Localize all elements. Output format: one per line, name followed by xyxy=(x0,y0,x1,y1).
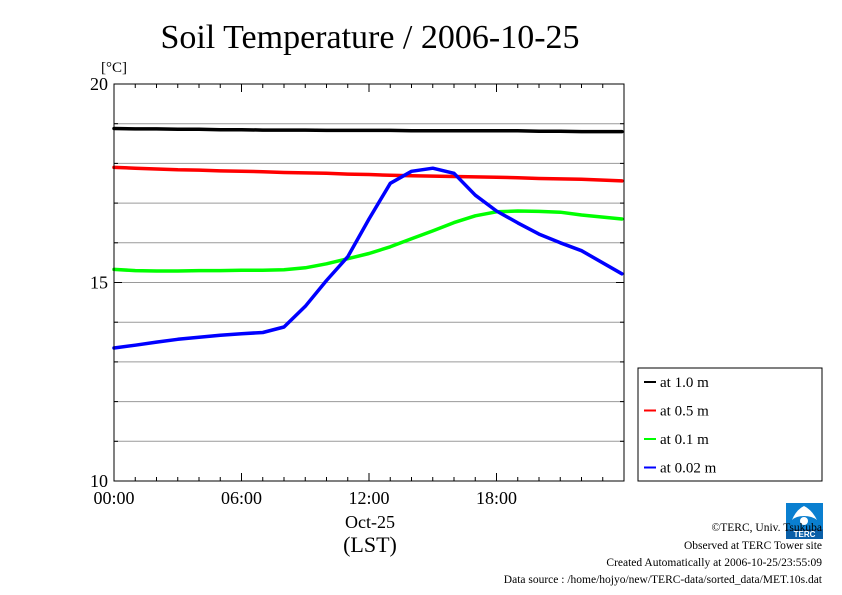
created-timestamp-text: Created Automatically at 2006-10-25/23:5… xyxy=(606,557,822,569)
terc-logo: TERC xyxy=(786,503,823,539)
x-axis-date-label: Oct-25 xyxy=(345,512,395,532)
series-line-at-0-02-m xyxy=(112,166,624,350)
x-tick-label: 18:00 xyxy=(476,488,517,508)
legend-label: at 0.02 m xyxy=(660,461,717,477)
copyright-text: ©TERC, Univ. Tsukuba xyxy=(712,522,822,534)
logo-text: TERC xyxy=(794,530,816,539)
chart-title: Soil Temperature / 2006-10-25 xyxy=(160,19,579,56)
x-axis: 00:00 06:00 12:00 18:00 xyxy=(93,84,625,508)
data-source-text: Data source : /home/hojyo/new/TERC-data/… xyxy=(504,574,823,586)
x-tick-label: 00:00 xyxy=(93,488,134,508)
logo-band xyxy=(786,529,823,539)
x-tick-label: 12:00 xyxy=(348,488,389,508)
legend-label: at 0.5 m xyxy=(660,404,709,420)
y-axis-unit-label: [°C] xyxy=(101,60,127,76)
logo-droplet-shape xyxy=(792,506,817,520)
legend-label: at 0.1 m xyxy=(660,432,709,448)
y-tick-label: 20 xyxy=(90,74,108,94)
x-axis-title: (LST) xyxy=(343,532,397,557)
y-axis: 10 15 20 xyxy=(90,74,624,491)
legend: at 1.0 m at 0.5 m at 0.1 m at 0.02 m xyxy=(637,367,823,482)
series-layer xyxy=(112,126,624,350)
y-tick-label: 15 xyxy=(90,273,108,293)
grid-lines xyxy=(114,123,624,442)
x-tick-label: 06:00 xyxy=(221,488,262,508)
series-line-at-0-5-m xyxy=(112,165,624,183)
series-line-at-0-1-m xyxy=(112,209,624,273)
observed-site-text: Observed at TERC Tower site xyxy=(684,540,822,552)
logo-droplet-icon xyxy=(800,517,808,525)
series-line-at-1-0-m xyxy=(112,126,624,134)
legend-box xyxy=(637,367,823,482)
y-tick-label: 10 xyxy=(90,471,108,491)
legend-label: at 1.0 m xyxy=(660,375,709,391)
